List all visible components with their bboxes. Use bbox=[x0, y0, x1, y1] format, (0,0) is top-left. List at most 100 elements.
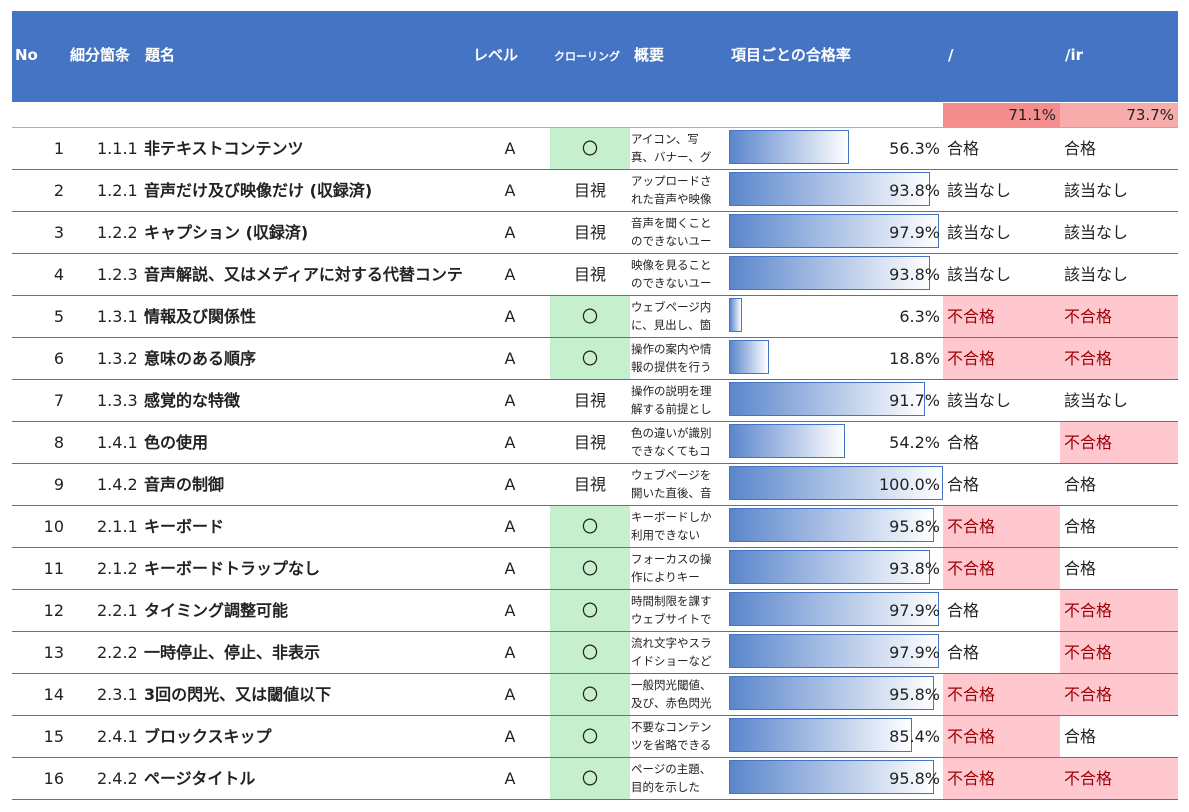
table-row[interactable]: 16 2.4.2 ページタイトル A 〇ページの主題、目的を示した 95.8% 不合格 不合格 bbox=[12, 758, 1178, 800]
criterion-summary[interactable]: 音声を聞くことのできないユー bbox=[631, 216, 712, 248]
result-col-a[interactable]: 不合格 bbox=[943, 296, 1060, 337]
criterion-code[interactable]: 2.1.1 bbox=[97, 517, 138, 536]
criterion-title[interactable]: 音声解説、又はメディアに対する代替コンテ bbox=[144, 265, 463, 284]
crawling-method[interactable]: 〇 bbox=[550, 338, 630, 379]
row-number[interactable]: 11 bbox=[43, 559, 64, 578]
pass-rate-cell[interactable]: 100.0% bbox=[729, 464, 943, 505]
result-col-a[interactable]: 合格 bbox=[947, 643, 980, 662]
header-summary[interactable]: 概要 bbox=[634, 46, 665, 64]
pass-rate-cell[interactable]: 97.9% bbox=[729, 212, 943, 253]
header-crawling[interactable]: クローリング bbox=[554, 50, 620, 63]
row-number[interactable]: 2 bbox=[53, 181, 64, 200]
criterion-code[interactable]: 2.2.2 bbox=[97, 643, 138, 662]
row-number[interactable]: 4 bbox=[53, 265, 64, 284]
row-number[interactable]: 5 bbox=[53, 307, 64, 326]
row-number[interactable]: 6 bbox=[53, 349, 64, 368]
crawling-method[interactable]: 〇 bbox=[550, 548, 630, 589]
result-col-b[interactable]: 合格 bbox=[1064, 727, 1097, 746]
total-col-b[interactable]: 73.7% bbox=[1060, 103, 1178, 127]
row-number[interactable]: 7 bbox=[53, 391, 64, 410]
result-col-b[interactable]: 該当なし bbox=[1064, 265, 1129, 284]
criterion-summary[interactable]: ウェブページを開いた直後、音 bbox=[631, 468, 712, 500]
crawling-method[interactable]: 目視 bbox=[573, 391, 606, 410]
table-row[interactable]: 13 2.2.2 一時停止、停止、非表示 A 〇流れ文字やスライドショーなど 97.9% 合… bbox=[12, 632, 1178, 674]
row-number[interactable]: 10 bbox=[43, 517, 64, 536]
row-number[interactable]: 15 bbox=[43, 727, 64, 746]
result-col-b[interactable]: 不合格 bbox=[1060, 674, 1178, 715]
criterion-code[interactable]: 1.3.3 bbox=[97, 391, 138, 410]
result-col-a[interactable]: 合格 bbox=[947, 601, 980, 620]
result-col-a[interactable]: 不合格 bbox=[943, 674, 1060, 715]
table-row[interactable]: 4 1.2.3 音声解説、又はメディアに対する代替コンテ A 目視 映像を見ることのできな… bbox=[12, 254, 1178, 296]
pass-rate-cell[interactable]: 95.8% bbox=[729, 506, 943, 547]
table-row[interactable]: 10 2.1.1 キーボード A 〇キーボードしか利用できない 95.8% 不合格 合格 bbox=[12, 506, 1178, 548]
conformance-level[interactable]: A bbox=[504, 727, 516, 746]
criterion-title[interactable]: ページタイトル bbox=[144, 769, 256, 788]
conformance-level[interactable]: A bbox=[504, 139, 516, 158]
result-col-b[interactable]: 合格 bbox=[1064, 559, 1097, 578]
result-col-b[interactable]: 該当なし bbox=[1064, 223, 1129, 242]
criterion-code[interactable]: 1.1.1 bbox=[97, 139, 138, 158]
conformance-level[interactable]: A bbox=[504, 349, 516, 368]
result-col-b[interactable]: 合格 bbox=[1064, 475, 1097, 494]
criterion-summary[interactable]: 不要なコンテンツを省略できる bbox=[631, 720, 712, 752]
criterion-summary[interactable]: 映像を見ることのできないユー bbox=[631, 258, 712, 290]
pass-rate-cell[interactable]: 18.8% bbox=[729, 338, 943, 379]
result-col-a[interactable]: 合格 bbox=[947, 139, 980, 158]
criterion-summary[interactable]: 流れ文字やスライドショーなど bbox=[631, 636, 712, 668]
row-number[interactable]: 8 bbox=[53, 433, 64, 452]
result-col-a[interactable]: 不合格 bbox=[943, 506, 1060, 547]
criterion-code[interactable]: 1.4.2 bbox=[97, 475, 138, 494]
criterion-code[interactable]: 1.2.1 bbox=[97, 181, 138, 200]
pass-rate-cell[interactable]: 93.8% bbox=[729, 548, 943, 589]
table-row[interactable]: 6 1.3.2 意味のある順序 A 〇操作の案内や情報の提供を行う 18.8% 不合格 不合格 bbox=[12, 338, 1178, 380]
criterion-title[interactable]: 一時停止、停止、非表示 bbox=[144, 643, 321, 662]
pass-rate-cell[interactable]: 97.9% bbox=[729, 632, 943, 673]
criterion-title[interactable]: 非テキストコンテンツ bbox=[144, 139, 304, 158]
conformance-level[interactable]: A bbox=[504, 685, 516, 704]
table-row[interactable]: 5 1.3.1 情報及び関係性 A 〇ウェブページ内に、見出し、箇 6.3% 不合格 不合格 bbox=[12, 296, 1178, 338]
result-col-a[interactable]: 該当なし bbox=[947, 223, 1012, 242]
criterion-code[interactable]: 2.2.1 bbox=[97, 601, 138, 620]
table-row[interactable]: 12 2.2.1 タイミング調整可能 A 〇時間制限を課すウェブサイトで 97.9% 合格 不… bbox=[12, 590, 1178, 632]
pass-rate-cell[interactable]: 95.8% bbox=[729, 758, 943, 799]
result-col-b[interactable]: 不合格 bbox=[1060, 590, 1178, 631]
result-col-a[interactable]: 合格 bbox=[947, 433, 980, 452]
criterion-title[interactable]: キーボードトラップなし bbox=[144, 559, 321, 578]
result-col-a[interactable]: 該当なし bbox=[947, 391, 1012, 410]
conformance-level[interactable]: A bbox=[504, 307, 516, 326]
result-col-b[interactable]: 不合格 bbox=[1060, 632, 1178, 673]
criterion-code[interactable]: 1.4.1 bbox=[97, 433, 138, 452]
header-level[interactable]: レベル bbox=[473, 46, 519, 64]
criterion-code[interactable]: 1.2.2 bbox=[97, 223, 138, 242]
criterion-title[interactable]: 音声の制御 bbox=[144, 475, 225, 494]
criterion-code[interactable]: 1.3.2 bbox=[97, 349, 138, 368]
criterion-summary[interactable]: アップロードされた音声や映像 bbox=[631, 174, 712, 206]
criterion-code[interactable]: 1.2.3 bbox=[97, 265, 138, 284]
conformance-level[interactable]: A bbox=[504, 181, 516, 200]
criterion-title[interactable]: 情報及び関係性 bbox=[144, 307, 257, 326]
row-number[interactable]: 14 bbox=[43, 685, 64, 704]
criterion-title[interactable]: タイミング調整可能 bbox=[144, 601, 289, 620]
criterion-summary[interactable]: アイコン、写真、バナー、グ bbox=[631, 132, 712, 164]
result-col-b[interactable]: 不合格 bbox=[1060, 338, 1178, 379]
crawling-method[interactable]: 〇 bbox=[550, 506, 630, 547]
crawling-method[interactable]: 目視 bbox=[573, 223, 606, 242]
row-number[interactable]: 9 bbox=[53, 475, 64, 494]
conformance-level[interactable]: A bbox=[504, 517, 516, 536]
pass-rate-cell[interactable]: 91.7% bbox=[729, 380, 943, 421]
criterion-title[interactable]: キャプション (収録済) bbox=[144, 223, 309, 242]
pass-rate-cell[interactable]: 6.3% bbox=[729, 296, 943, 337]
table-row[interactable]: 14 2.3.1 3回の閃光、又は閾値以下 A 〇一般閃光閾値、及び、赤色閃光 95.8%… bbox=[12, 674, 1178, 716]
result-col-b[interactable]: 合格 bbox=[1064, 139, 1097, 158]
crawling-method[interactable]: 〇 bbox=[550, 674, 630, 715]
result-col-a[interactable]: 該当なし bbox=[947, 181, 1012, 200]
criterion-title[interactable]: 音声だけ及び映像だけ (収録済) bbox=[144, 181, 373, 200]
criterion-code[interactable]: 2.4.2 bbox=[97, 769, 138, 788]
row-number[interactable]: 1 bbox=[53, 139, 64, 158]
pass-rate-cell[interactable]: 85.4% bbox=[729, 716, 943, 757]
table-row[interactable]: 2 1.2.1 音声だけ及び映像だけ (収録済) A 目視 アップロードされた音声や映像 9… bbox=[12, 170, 1178, 212]
conformance-level[interactable]: A bbox=[504, 433, 516, 452]
criterion-title[interactable]: ブロックスキップ bbox=[144, 727, 272, 746]
header-col-b[interactable]: /ir bbox=[1065, 46, 1084, 64]
